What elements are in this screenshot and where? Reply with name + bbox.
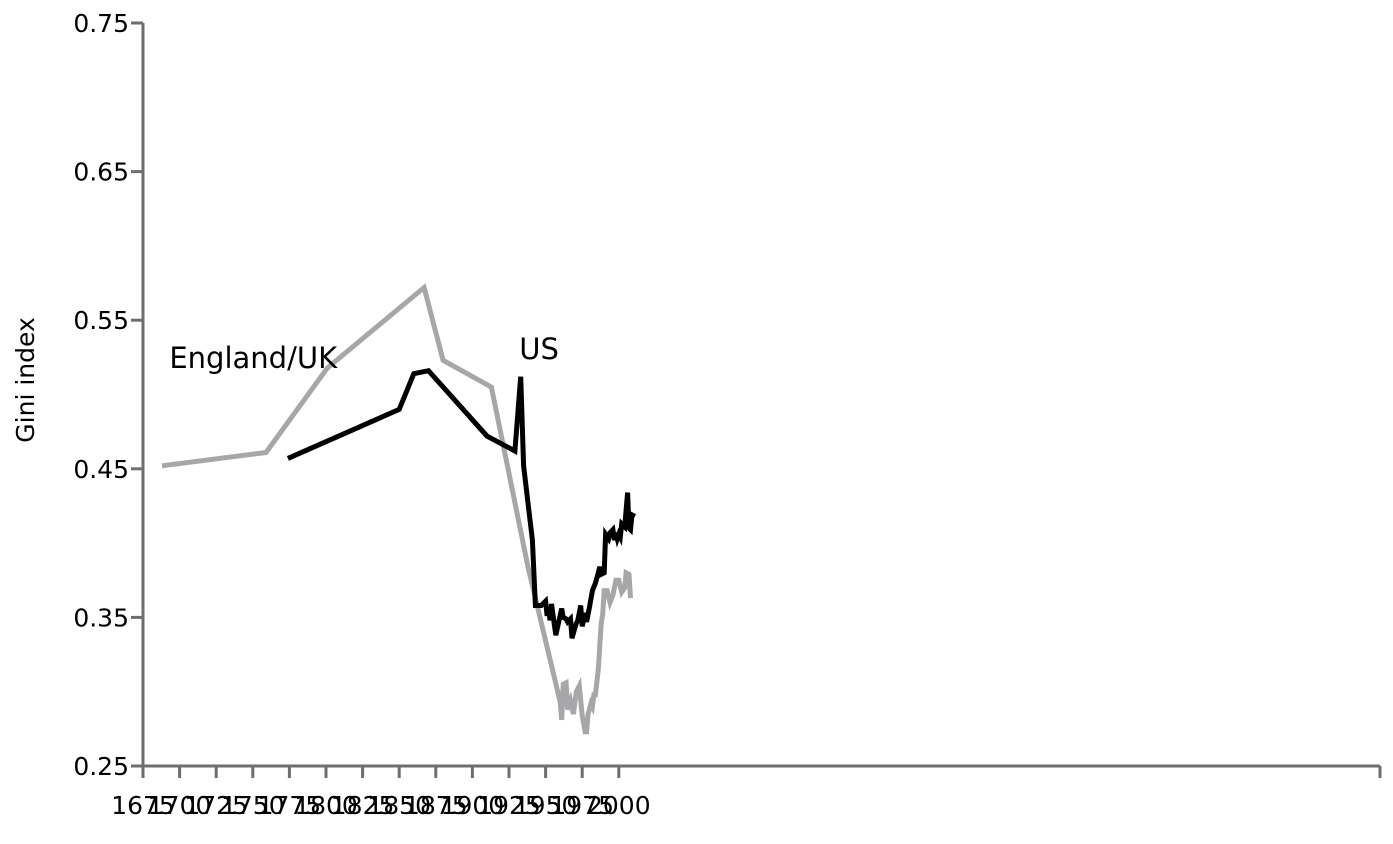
x-tick-label: 1900: [441, 791, 505, 820]
y-tick-label: 0.75: [73, 9, 129, 38]
x-tick-label: 1775: [258, 791, 322, 820]
x-axis-ticks: 1675170017251750177518001825185018751900…: [111, 766, 1382, 820]
series-labels: England/UK US: [169, 332, 559, 375]
x-tick-label: 1700: [148, 791, 212, 820]
series-label-england-uk: England/UK: [169, 341, 338, 375]
y-tick-label: 0.45: [73, 455, 129, 484]
x-tick-label: 1850: [367, 791, 431, 820]
x-tick-label: 1750: [221, 791, 285, 820]
series-lines: [161, 283, 637, 735]
y-tick-label: 0.55: [73, 306, 129, 335]
y-axis-title: Gini index: [11, 317, 40, 442]
x-tick-label: 1975: [550, 791, 614, 820]
series-line-us: [286, 367, 637, 639]
x-tick-label: 1950: [514, 791, 578, 820]
series-label-us: US: [519, 332, 559, 366]
x-tick-label: 1800: [294, 791, 358, 820]
x-tick-label: 1925: [477, 791, 541, 820]
x-tick-label: 1675: [111, 791, 175, 820]
y-tick-label: 0.25: [73, 752, 129, 781]
x-tick-label: 2000: [587, 791, 651, 820]
y-tick-label: 0.35: [73, 603, 129, 632]
y-axis-ticks: 0.25 0.35 0.45 0.55 0.65 0.75: [73, 9, 143, 781]
axes: [141, 23, 1380, 768]
x-tick-label: 1825: [331, 791, 395, 820]
x-tick-label: 1875: [404, 791, 468, 820]
y-tick-label: 0.65: [73, 158, 129, 187]
x-tick-label: 1725: [184, 791, 248, 820]
